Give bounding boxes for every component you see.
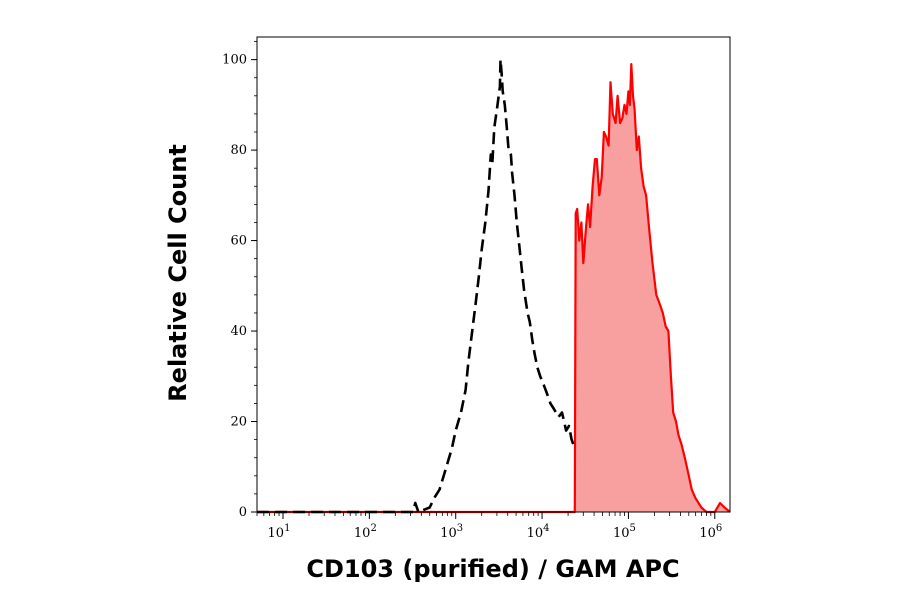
y-tick-label: 100 <box>222 53 247 68</box>
plot-frame <box>256 36 731 513</box>
y-tick-label: 20 <box>230 415 247 430</box>
x-tick-exponent: 4 <box>543 523 549 534</box>
axes: 0 20 40 60 80 100 101 102 103 104 105 106 <box>222 36 731 541</box>
x-tick-label: 101 <box>268 523 291 541</box>
x-tick-exponent: 2 <box>370 523 376 534</box>
y-tick-label: 40 <box>230 324 247 339</box>
x-tick-exponent: 5 <box>630 523 636 534</box>
y-tick-label: 0 <box>239 505 247 520</box>
y-tick-label: 60 <box>230 234 247 249</box>
x-tick-label: 102 <box>354 523 377 541</box>
x-tick-label: 104 <box>527 523 550 541</box>
histogram-line-solid <box>257 62 731 514</box>
x-tick-exponent: 3 <box>457 523 463 534</box>
histogram-line-dashed <box>257 58 577 514</box>
x-axis-title: CD103 (purified) / GAM APC <box>306 555 679 583</box>
x-tick-exponent: 6 <box>716 523 722 534</box>
y-tick-label: 80 <box>230 143 247 158</box>
histogram-fill-solid <box>257 64 730 512</box>
plot-area <box>257 58 731 514</box>
x-tick-label: 106 <box>699 523 722 541</box>
x-tick-label: 105 <box>613 523 636 541</box>
x-tick-exponent: 1 <box>284 523 290 534</box>
y-axis-title: Relative Cell Count <box>164 144 192 402</box>
x-tick-label: 103 <box>440 523 463 541</box>
